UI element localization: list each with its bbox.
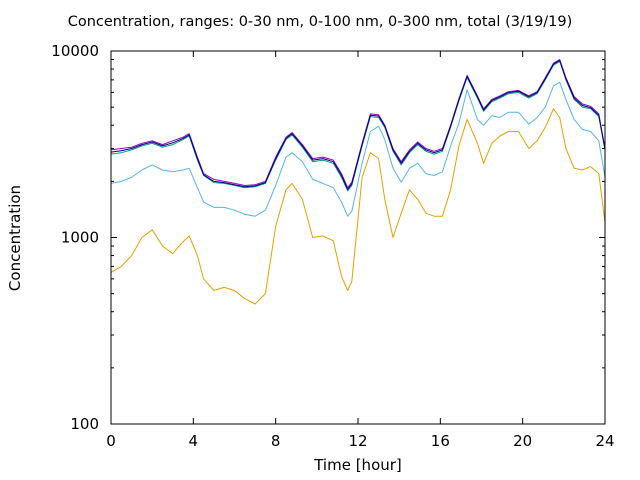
series-layer (110, 59, 606, 305)
y-tick-label: 10000 (51, 42, 99, 60)
axis-layer: 0 4 8 12 16 20 24 100 1000 10000 (51, 42, 614, 450)
y-tick-label: 100 (70, 415, 99, 433)
x-tick-label: 20 (513, 432, 532, 450)
x-tick-label: 12 (348, 432, 367, 450)
series-line-5 (110, 59, 606, 190)
series-line-1 (110, 108, 606, 305)
x-axis-label: Time [hour] (314, 456, 402, 474)
series-line-4 (110, 59, 606, 189)
series-line-2 (110, 81, 606, 217)
x-tick-label: 24 (595, 432, 614, 450)
y-tick-label: 1000 (61, 229, 99, 247)
x-tick-label: 16 (431, 432, 450, 450)
plot-frame (110, 50, 606, 425)
x-tick-label: 0 (106, 432, 116, 450)
x-tick-label: 4 (189, 432, 199, 450)
chart-title: Concentration, ranges: 0-30 nm, 0-100 nm… (67, 14, 573, 30)
x-tick-label: 8 (271, 432, 281, 450)
series-line-3 (110, 60, 606, 192)
